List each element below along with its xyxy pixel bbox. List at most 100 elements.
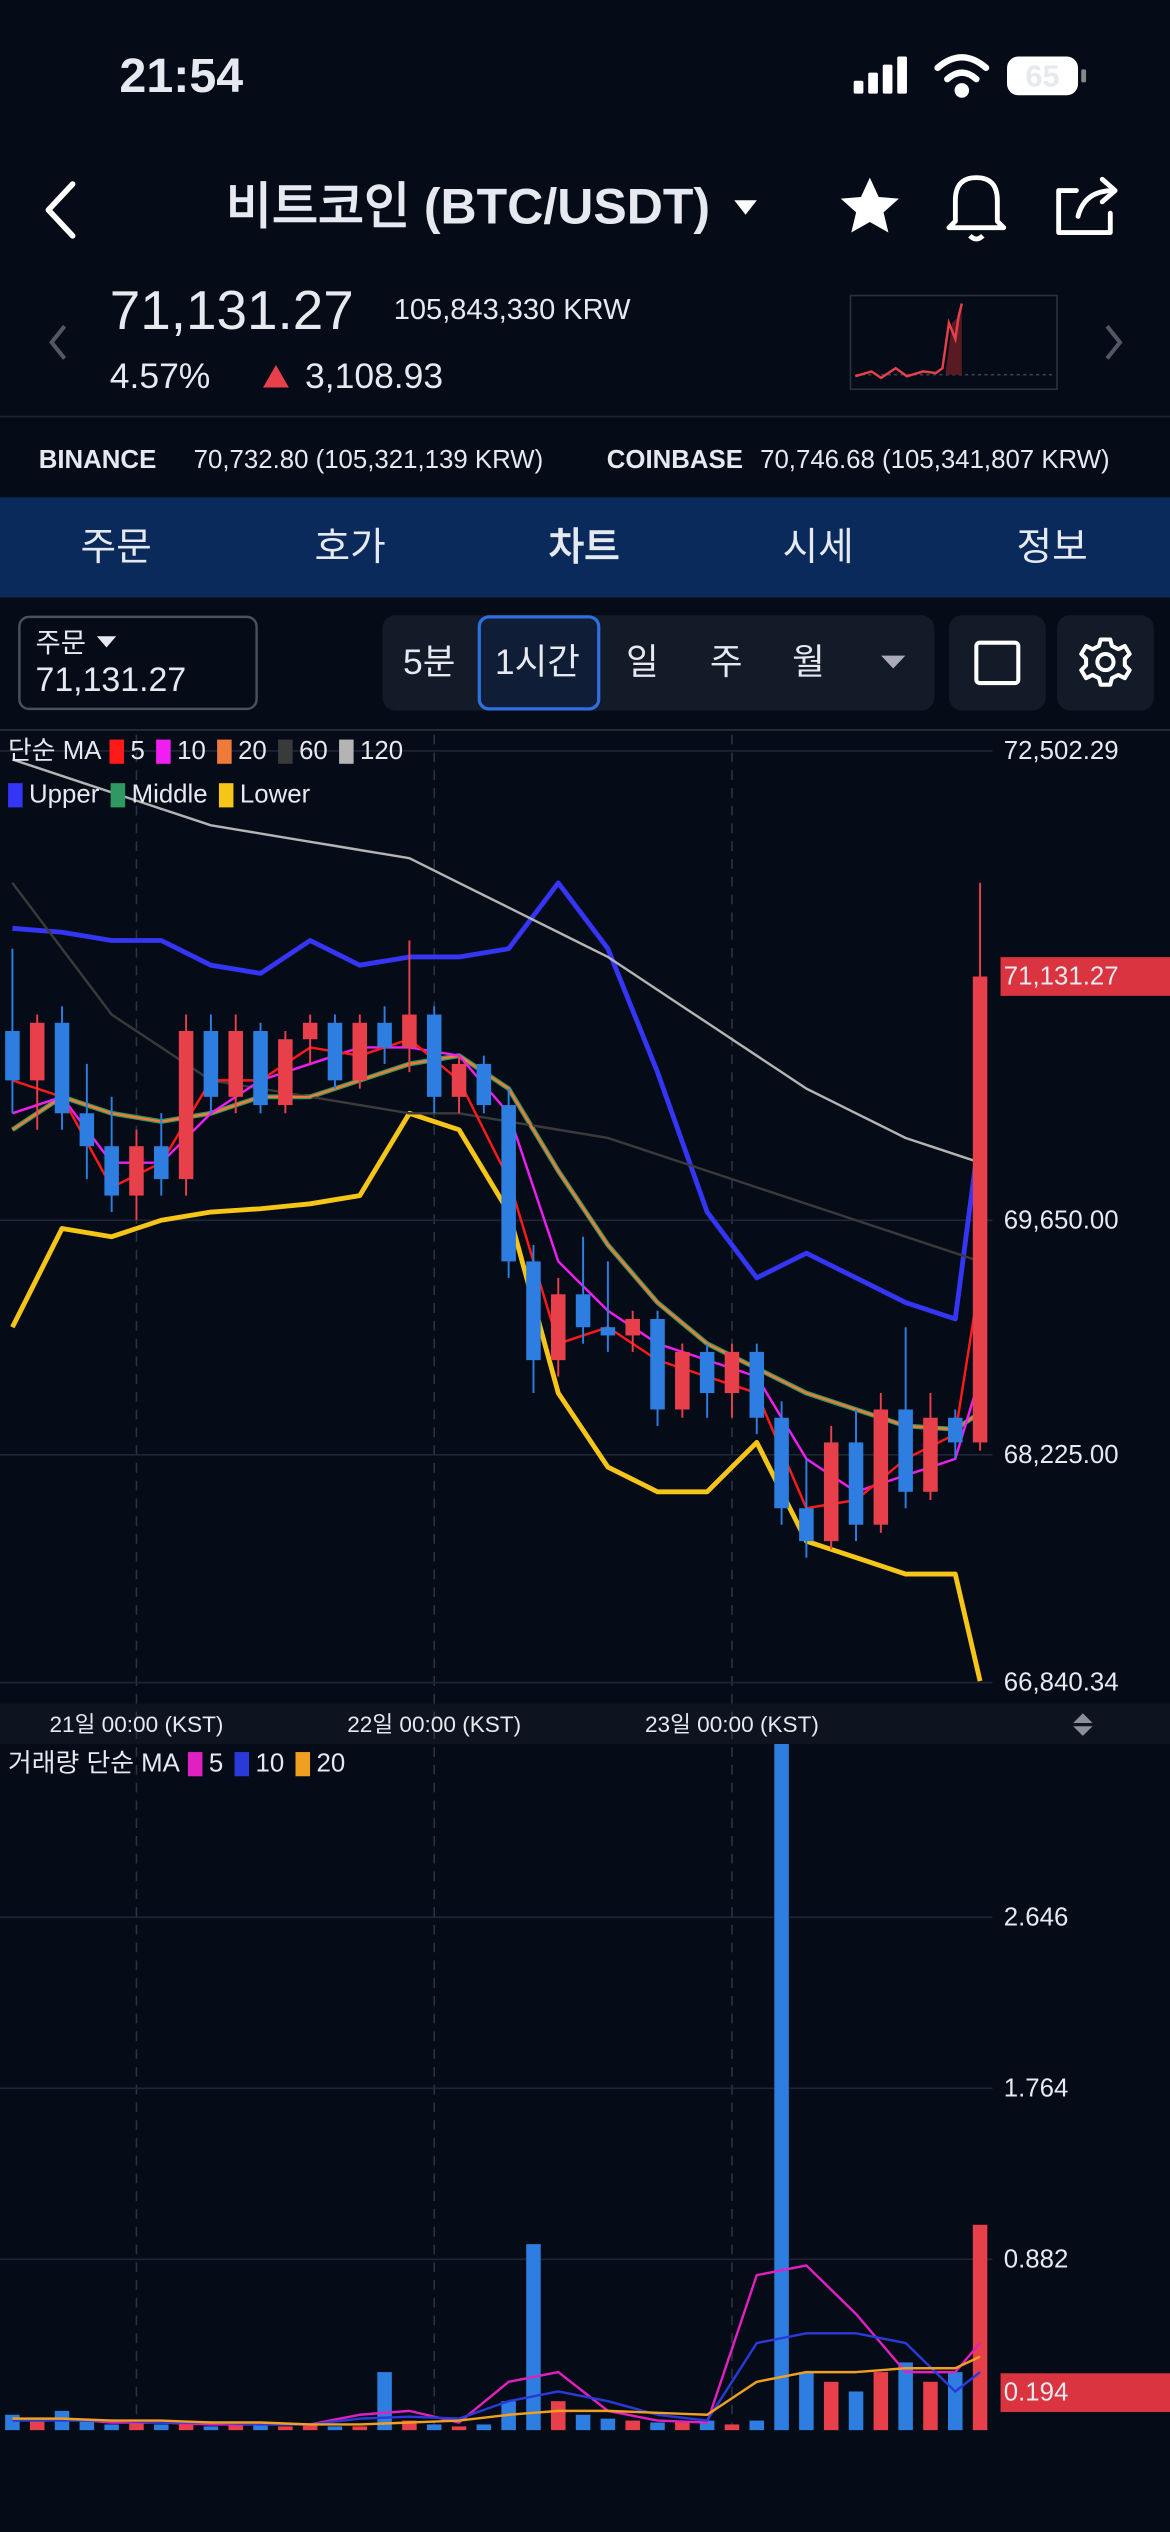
tab[interactable]: 시세 <box>783 526 854 569</box>
interval[interactable]: 1시간 <box>495 642 580 682</box>
volume-bar <box>327 2426 343 2431</box>
volume-bar <box>5 2414 20 2431</box>
candle-body <box>54 1022 70 1114</box>
volume-bar <box>228 2424 243 2431</box>
volume-bar <box>178 2420 194 2431</box>
volume-bar <box>923 2381 938 2431</box>
volume-bar <box>253 2424 268 2431</box>
volume-bar <box>278 2426 293 2431</box>
legend-title: 거래량 단순 MA <box>8 1748 181 1777</box>
volume-bar <box>972 2224 988 2431</box>
order-box[interactable] <box>18 615 258 711</box>
tab[interactable]: 차트 <box>549 526 620 569</box>
interval[interactable]: 월 <box>792 642 825 682</box>
interval-dropdown[interactable] <box>881 655 906 669</box>
back-button[interactable] <box>45 181 76 239</box>
volume-bar <box>79 2420 95 2431</box>
share-button[interactable] <box>1056 176 1118 235</box>
favorite-button[interactable] <box>840 177 899 233</box>
legend-label: Upper <box>29 780 100 808</box>
legend-label: 5 <box>209 1749 223 1777</box>
alert-button[interactable] <box>946 175 1007 242</box>
volume-bar <box>154 2424 169 2431</box>
candle-body <box>129 1146 144 1196</box>
candle-body <box>154 1146 169 1180</box>
legend-label: 20 <box>316 1749 345 1777</box>
settings-button[interactable] <box>1057 615 1154 711</box>
candle-body <box>377 1022 392 1048</box>
candle-body <box>327 1022 343 1081</box>
time-axis-band <box>0 1703 1170 1744</box>
legend-label: 120 <box>360 737 403 765</box>
volume-bar <box>948 2372 963 2431</box>
legend-label: Lower <box>240 780 311 808</box>
exchange-name: BINANCE <box>39 446 157 474</box>
candle-body <box>799 1508 814 1542</box>
candle-body <box>278 1039 293 1106</box>
candle-body <box>79 1113 95 1147</box>
volume-bar <box>129 2422 144 2431</box>
layout-icon <box>974 640 1021 686</box>
interval[interactable]: 일 <box>626 642 659 682</box>
candle-body <box>551 1294 566 1361</box>
labels: 21일 00:00 (KST) 22일 00:00 (KST) 23일 00:00 … <box>8 736 1170 2413</box>
volume-bar <box>699 2420 715 2431</box>
order-label[interactable]: 주문 <box>36 627 86 658</box>
resize-handle[interactable] <box>1073 1713 1093 1736</box>
volume-bar <box>377 2372 392 2431</box>
volume-bar <box>799 2372 814 2431</box>
last-price-tag <box>1000 957 1170 996</box>
volume-bar <box>575 2414 591 2431</box>
indicator-line <box>12 758 981 1164</box>
volume-bar <box>650 2422 665 2431</box>
tab-bar <box>0 497 1170 598</box>
next-coin[interactable] <box>1105 324 1123 360</box>
candle-body <box>948 1417 963 1443</box>
exchange-name: COINBASE <box>607 446 743 474</box>
legend-label: 5 <box>130 737 144 765</box>
tab[interactable]: 주문 <box>81 526 152 569</box>
interval[interactable]: 주 <box>710 642 743 682</box>
candle-body <box>724 1351 740 1394</box>
interval-active[interactable] <box>477 615 601 711</box>
indicator-line <box>12 2332 981 2426</box>
layout-button[interactable] <box>948 615 1046 711</box>
y-tick-label: 0.882 <box>1004 2245 1069 2273</box>
order-dropdown[interactable] <box>96 636 117 648</box>
candle-body <box>699 1351 715 1394</box>
tabs: 주문 호가 차트 시세 정보 <box>81 526 1088 569</box>
interval[interactable]: 5분 <box>403 642 455 682</box>
candle-body <box>228 1031 243 1097</box>
volume-bar <box>873 2372 889 2431</box>
candle-body <box>898 1409 913 1492</box>
candle-body <box>774 1417 789 1509</box>
indicator-line <box>12 1038 982 1510</box>
legend-swatch <box>278 739 293 764</box>
legend-label: 10 <box>256 1749 285 1777</box>
candle-body <box>823 1442 839 1542</box>
legend-swatch <box>217 739 232 764</box>
tab[interactable]: 호가 <box>315 526 386 569</box>
volume-bar <box>848 2391 864 2431</box>
volume-bar <box>526 2244 541 2431</box>
legend-label: 20 <box>238 737 267 765</box>
volume-bar <box>600 2418 616 2431</box>
indicator-line <box>12 1046 982 1493</box>
page-title[interactable]: 비트코인 (BTC/USDT) <box>226 179 710 235</box>
volume-bar <box>476 2424 492 2431</box>
y-tick-label: 72,502.29 <box>1004 737 1119 765</box>
indicator-line <box>11 1054 981 1431</box>
prev-coin[interactable] <box>49 324 67 360</box>
settings-icon <box>1079 637 1132 687</box>
candle-body <box>178 1031 194 1180</box>
title-dropdown[interactable] <box>734 200 757 215</box>
y-tick-label: 68,225.00 <box>1004 1441 1119 1469</box>
tab[interactable]: 정보 <box>1017 526 1088 569</box>
volume-bar <box>203 2426 219 2431</box>
volume-plot <box>5 1743 988 2431</box>
legend-swatch <box>218 783 234 808</box>
candle-body <box>352 1022 368 1081</box>
volume-bar <box>675 2422 690 2431</box>
